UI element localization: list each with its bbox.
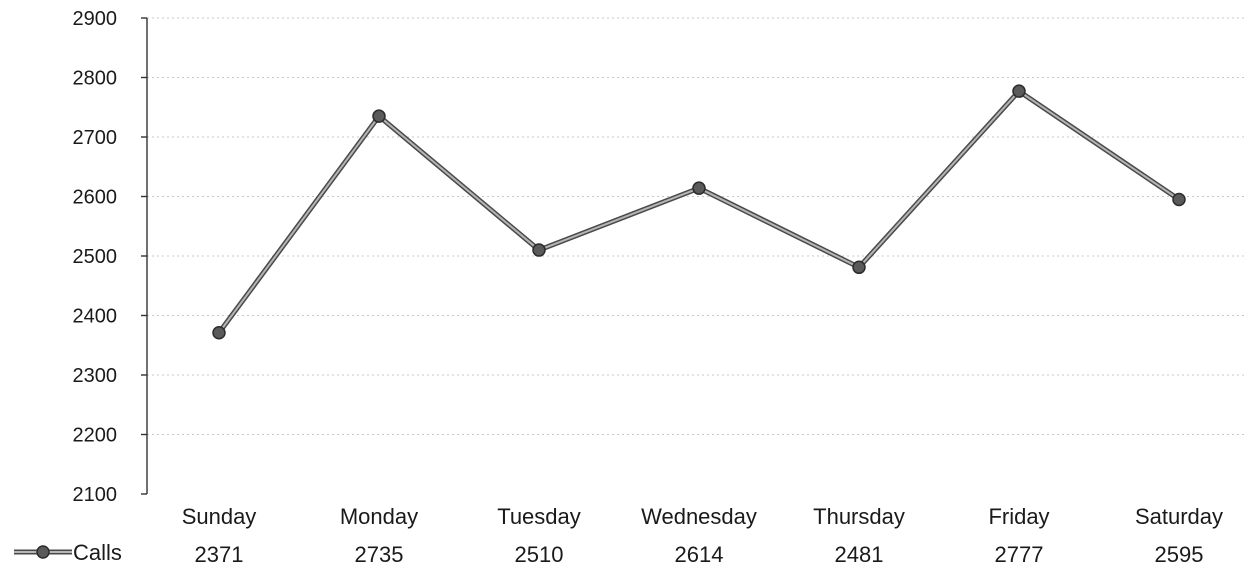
data-table-value: 2614 [675,542,724,567]
series-line-calls [216,88,1181,335]
data-table-value: 2595 [1155,542,1204,567]
data-table-value: 2777 [995,542,1044,567]
data-point-marker [212,326,226,340]
data-table-value: 2510 [515,542,564,567]
y-tick-label: 2700 [73,127,118,149]
y-tick-label: 2300 [73,365,118,387]
data-point-marker [692,181,706,195]
y-tick-labels: 2100 2200 2300 2400 2500 2600 2700 2800 2900 [73,8,118,506]
data-markers [212,84,1186,340]
x-category-label: Thursday [813,504,905,529]
category-labels: Sunday Monday Tuesday Wednesday Thursday Frid… [182,504,1223,529]
y-tick-label: 2900 [73,8,118,30]
legend-marker-icon [36,545,50,559]
y-axis [141,17,148,495]
series-line-highlight [218,90,1180,334]
series-calls [216,88,1181,335]
data-table-value: 2735 [355,542,404,567]
y-tick-label: 2100 [73,484,118,506]
x-category-label: Sunday [182,504,257,529]
data-table-value: 2371 [195,542,244,567]
x-category-label: Saturday [1135,504,1223,529]
x-category-label: Wednesday [641,504,757,529]
y-tick-label: 2800 [73,68,118,90]
legend-label: Calls [73,540,122,565]
data-table: Calls 2371 2735 2510 2614 2481 2777 2595 [14,540,1203,567]
gridlines [147,17,1247,435]
data-point-marker [1172,192,1186,207]
legend-entry-calls: Calls [14,540,122,565]
y-tick-label: 2200 [73,425,118,447]
x-category-label: Friday [988,504,1049,529]
x-category-label: Monday [340,504,418,529]
y-tick-label: 2400 [73,306,118,328]
data-point-marker [532,243,546,257]
y-tick-label: 2500 [73,246,118,268]
data-point-marker [372,109,386,123]
data-point-marker [852,260,866,275]
data-table-value: 2481 [835,542,884,567]
y-tick-label: 2600 [73,187,118,209]
data-point-marker [1012,84,1026,98]
x-category-label: Tuesday [497,504,581,529]
